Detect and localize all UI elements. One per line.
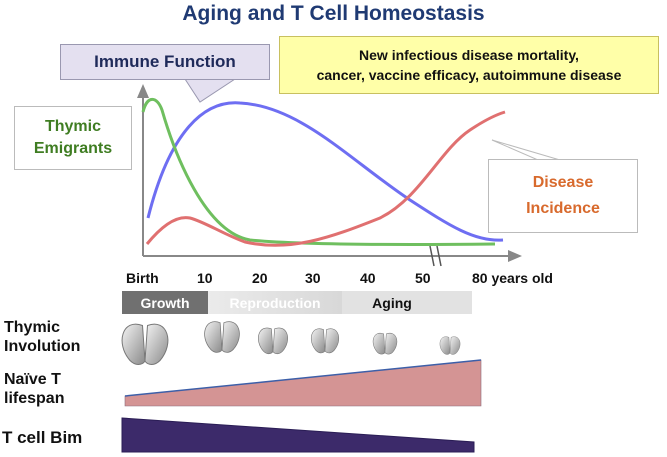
disease-callout-pointer <box>491 139 561 161</box>
naive-t-lifespan-line-2: lifespan <box>4 390 65 407</box>
thymic-involution-label: Thymic Involution <box>4 318 80 356</box>
thymus-icon-2 <box>204 321 240 353</box>
disease-incidence-line-1: Disease <box>532 174 594 191</box>
tick-40: 40 <box>360 270 376 286</box>
immune-function-label: Immune Function <box>94 52 236 71</box>
tick-80-years-old: 80 years old <box>472 270 553 286</box>
tick-birth: Birth <box>126 270 159 286</box>
diagram-title: Aging and T Cell Homeostasis <box>182 2 485 25</box>
t-cell-bim-label: T cell Bim <box>2 428 83 447</box>
thymic-involution-line-1: Thymic <box>4 319 61 336</box>
thymic-emigrants-line-1: Thymic <box>44 118 101 135</box>
outcomes-callout: New infectious disease mortality, cancer… <box>279 36 659 94</box>
thymus-icon-6 <box>439 336 461 355</box>
tick-30: 30 <box>305 270 321 286</box>
disease-incidence-callout: Disease Incidence <box>488 159 638 233</box>
y-axis-arrow <box>137 84 149 98</box>
phase-reproduction-label: Reproduction <box>229 294 321 311</box>
phase-aging-bar <box>342 291 472 314</box>
immune-function-callout: Immune Function <box>60 44 270 80</box>
immune-callout-pointer <box>184 78 237 103</box>
tick-20: 20 <box>252 270 268 286</box>
phase-growth-label: Growth <box>140 294 190 311</box>
phase-growth-bar <box>122 291 208 314</box>
disease-incidence-curve <box>145 110 506 247</box>
phase-reproduction-bar <box>208 291 342 314</box>
tick-10: 10 <box>197 270 213 286</box>
thymus-icon-3 <box>258 327 288 355</box>
thymic-emigrants-callout: Thymic Emigrants <box>14 106 132 170</box>
thymic-emigrants-curve <box>141 97 496 247</box>
naive-t-lifespan-label: Naïve T lifespan <box>4 370 64 408</box>
outcomes-line-1: New infectious disease mortality, <box>359 47 579 63</box>
axis-break <box>429 245 442 267</box>
naive-t-lifespan-line-1: Naïve T <box>4 371 61 388</box>
tick-50: 50 <box>415 270 431 286</box>
phase-aging-label: Aging <box>372 294 412 311</box>
x-axis-arrow <box>508 250 522 262</box>
immune-function-curve <box>146 101 504 242</box>
thymus-icon-5 <box>372 332 398 355</box>
t-cell-bim-wedge <box>122 418 474 452</box>
thymic-involution-line-2: Involution <box>4 338 81 355</box>
thymus-icon-4 <box>310 328 340 354</box>
disease-incidence-line-2: Incidence <box>526 200 600 217</box>
thymus-icon-1 <box>121 323 169 365</box>
naive-t-lifespan-wedge <box>124 359 482 407</box>
thymic-emigrants-line-2: Emigrants <box>33 140 113 157</box>
outcomes-line-2: cancer, vaccine efficacy, autoimmune dis… <box>316 67 622 83</box>
